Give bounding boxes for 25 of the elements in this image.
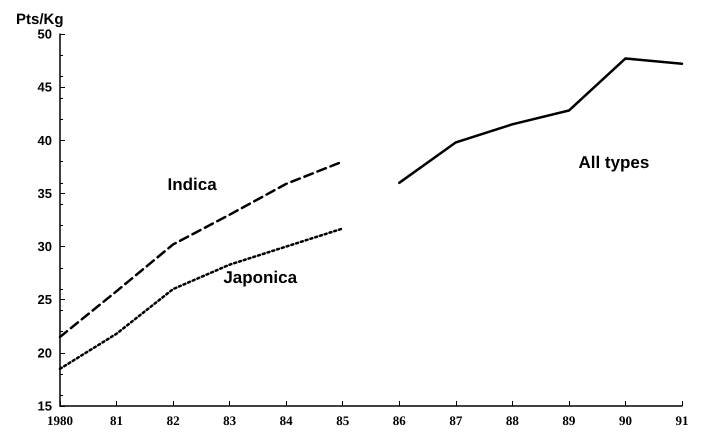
y-axis-title: Pts/Kg <box>16 11 64 28</box>
x-tick-label: 82 <box>166 413 180 428</box>
x-tick-label: 90 <box>618 413 632 428</box>
y-tick-label: 25 <box>38 292 52 308</box>
x-tick-label: 84 <box>280 413 294 428</box>
series-label: Japonica <box>223 268 298 288</box>
y-tick-label: 30 <box>38 239 52 254</box>
x-tick-label: 1980 <box>47 413 73 428</box>
y-tick-label: 20 <box>38 345 52 360</box>
line-series <box>398 57 684 184</box>
y-tick-label: 15 <box>38 398 52 414</box>
x-tick-label: 91 <box>676 413 688 428</box>
x-tick-label: 89 <box>562 413 576 428</box>
series-label: Indica <box>168 174 218 194</box>
x-tick-label: 86 <box>392 413 406 428</box>
y-tick-label: 50 <box>38 26 52 42</box>
y-tick-label: 45 <box>38 80 52 95</box>
x-tick-label: 81 <box>110 413 124 428</box>
x-tick-label: 87 <box>449 413 463 428</box>
text: All types <box>578 153 650 172</box>
x-tick-label: 85 <box>336 413 350 428</box>
x-tick-label: 88 <box>506 413 520 428</box>
y-tick-label: 40 <box>38 132 52 148</box>
y-tick-label: 35 <box>38 186 52 201</box>
x-tick-label: 83 <box>223 413 237 428</box>
